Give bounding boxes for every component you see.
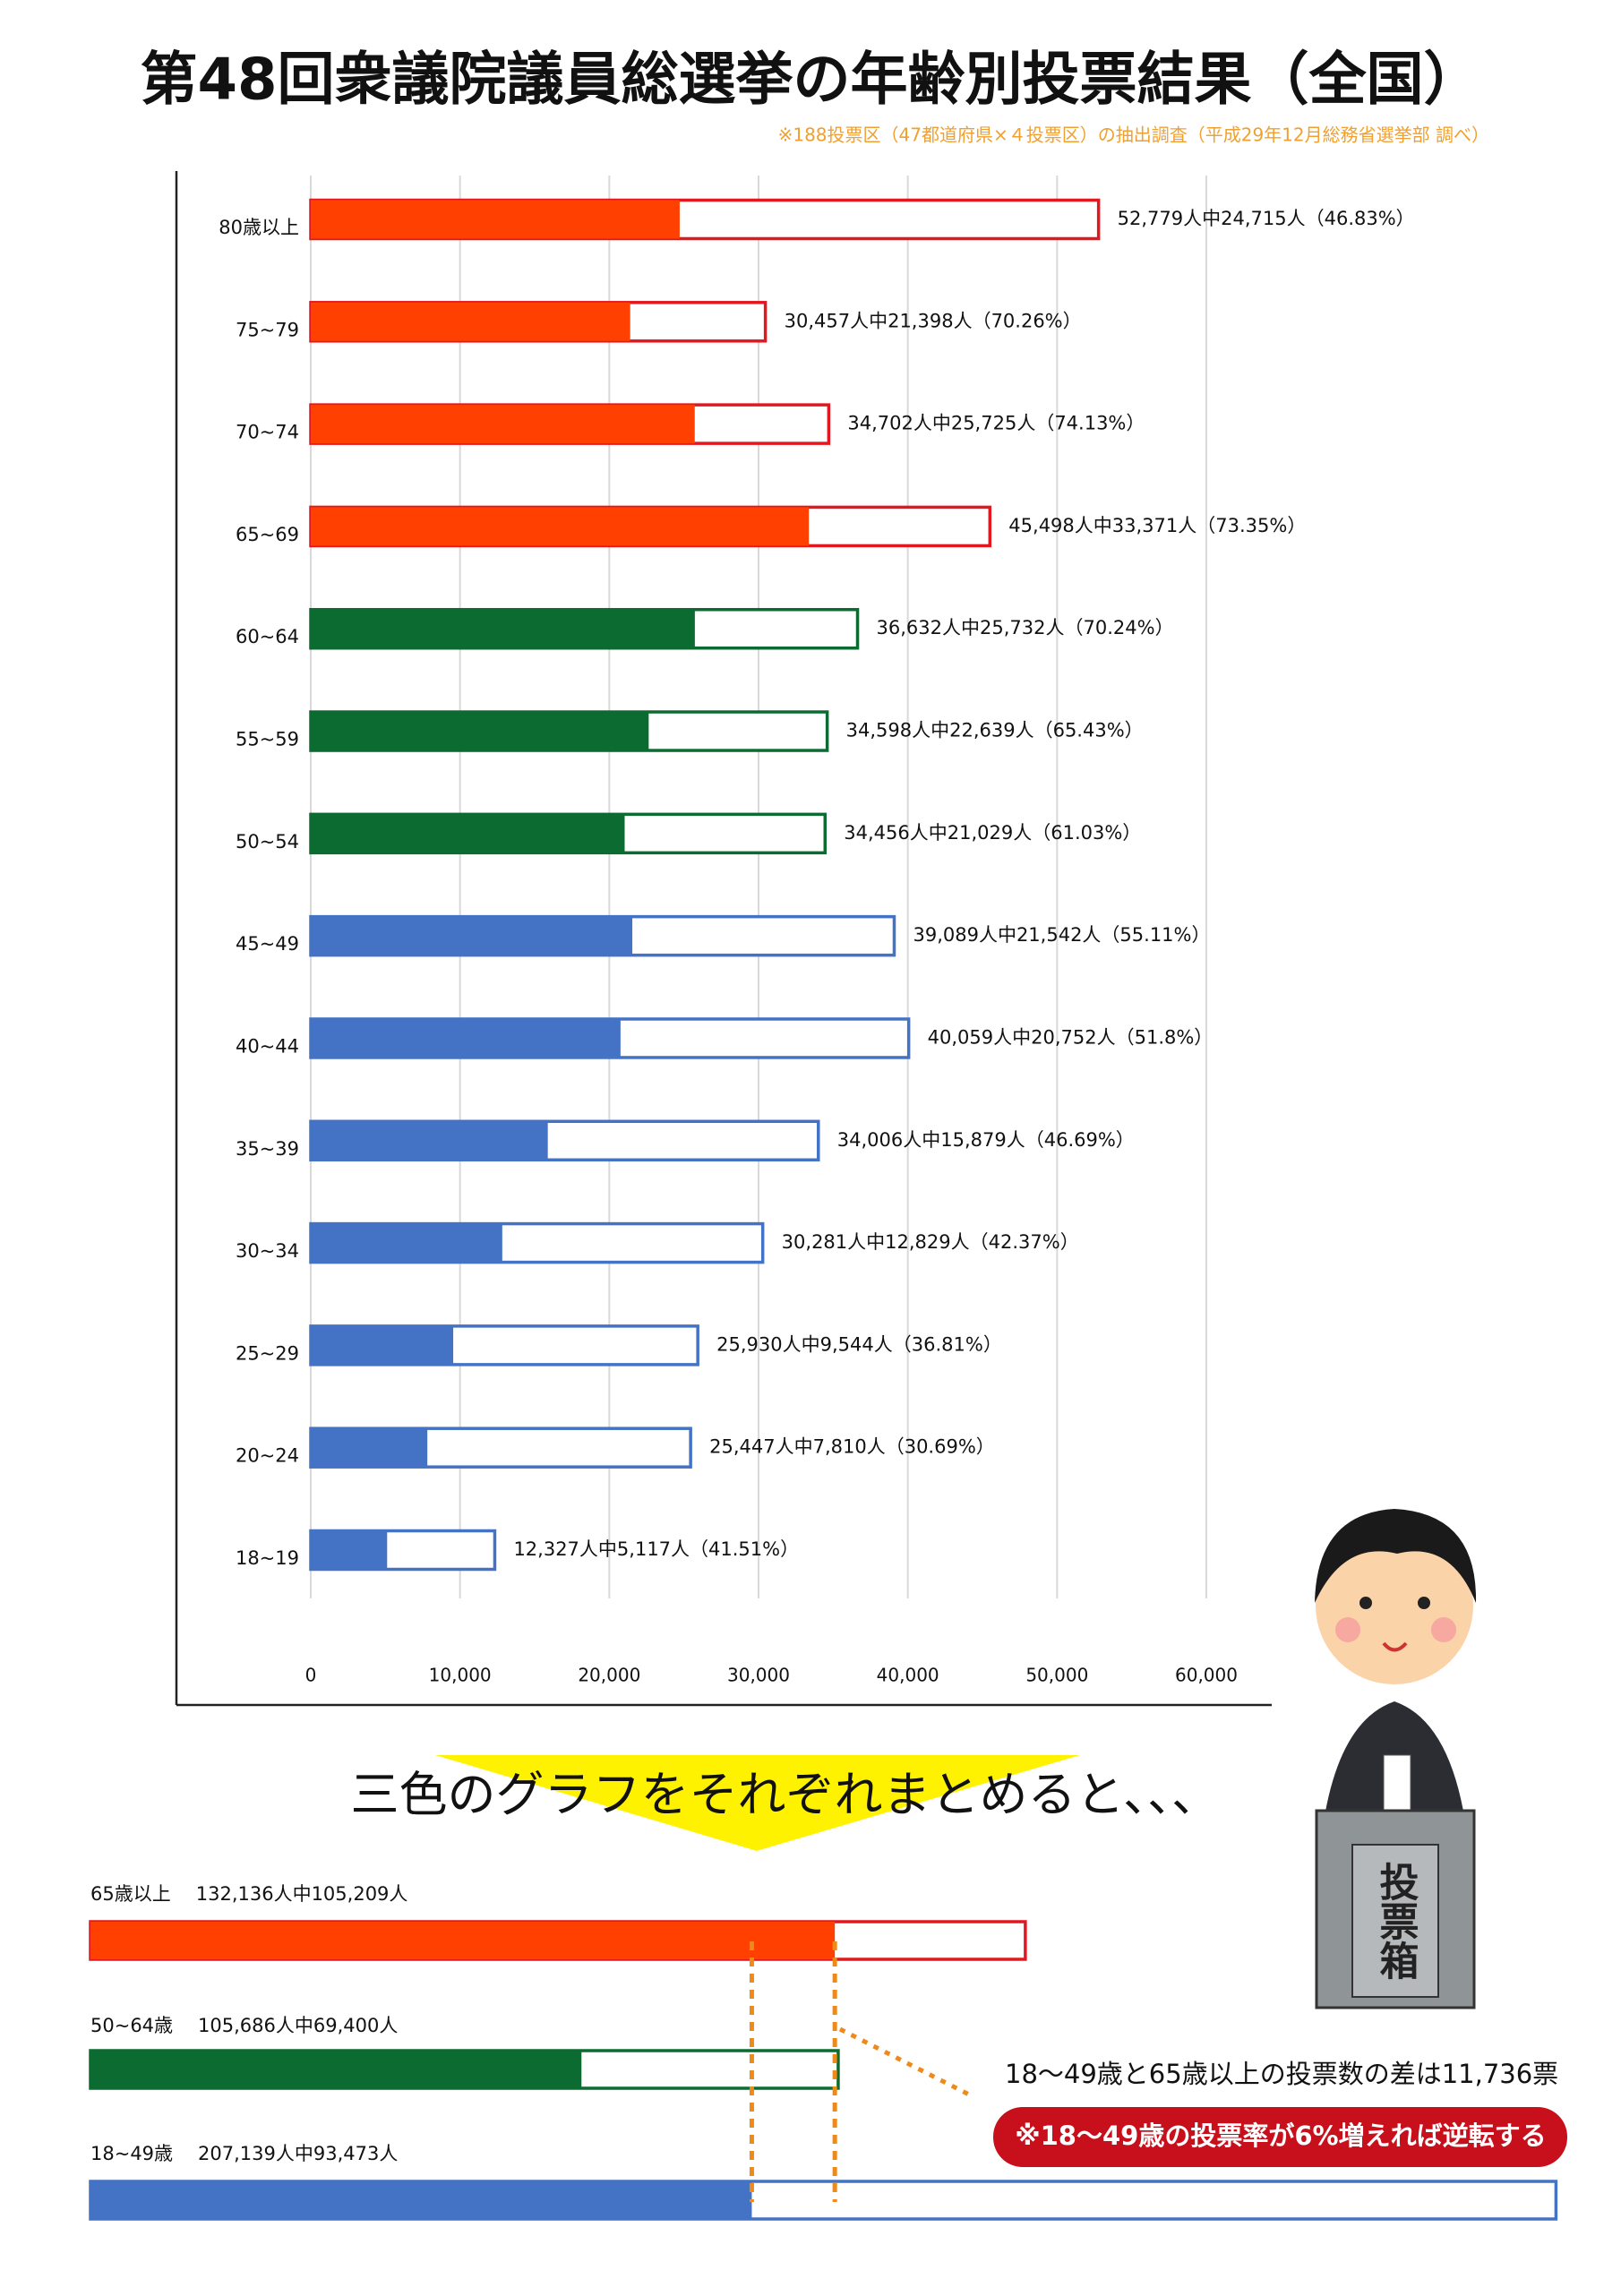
value-label: 25,930人中9,544人（36.81%） — [716, 1333, 1002, 1355]
category-label: 40~44 — [236, 1035, 299, 1057]
category-label: 18~19 — [236, 1547, 299, 1569]
voter-bar — [90, 2181, 752, 2219]
value-label: 132,136人中105,209人 — [196, 1883, 408, 1905]
voter-bar — [311, 405, 695, 444]
category-label: 65~69 — [236, 524, 299, 545]
voter-bar — [311, 609, 695, 648]
category-label: 70~74 — [236, 422, 299, 443]
age-chart: 0 10,000 20,000 30,000 40,000 50,000 60,000 80歳… — [175, 171, 1415, 1707]
x-tick-label: 0 — [305, 1665, 317, 1686]
value-label: 30,281人中12,829人（42.37%） — [782, 1231, 1079, 1253]
x-tick-label: 10,000 — [429, 1665, 492, 1686]
category-label: 55~59 — [236, 729, 299, 750]
voter-bar — [90, 2051, 582, 2088]
value-label: 207,139人中93,473人 — [198, 2143, 398, 2164]
mouth — [1382, 1641, 1408, 1652]
cheek — [1335, 1617, 1360, 1642]
category-label: 30~34 — [236, 1240, 299, 1262]
ballot — [1383, 1754, 1411, 1819]
voter-bar — [311, 712, 649, 751]
box-label-plate — [1351, 1844, 1439, 1998]
category-label: 80歳以上 — [219, 217, 299, 238]
eye — [1359, 1597, 1372, 1609]
cheek — [1431, 1617, 1456, 1642]
face — [1316, 1527, 1473, 1684]
voter-bar — [311, 1428, 428, 1468]
value-label: 45,498人中33,371人（73.35%） — [1008, 515, 1306, 536]
voter-bar — [90, 1922, 836, 1959]
difference-note: 18〜49歳と65歳以上の投票数の差は11,736票 — [1005, 2059, 1558, 2089]
category-label: 20~24 — [236, 1445, 299, 1467]
value-label: 39,089人中21,542人（55.11%） — [913, 924, 1210, 946]
voter-bar — [311, 814, 625, 853]
voter-bar — [311, 1325, 454, 1365]
value-label: 105,686人中69,400人 — [198, 2015, 398, 2036]
voter-bar — [311, 1530, 388, 1570]
value-label: 36,632人中25,732人（70.24%） — [877, 617, 1174, 638]
arrow — [435, 1755, 1080, 1851]
voter-bar — [311, 1121, 548, 1161]
summary-chart: 65歳以上 132,136人中105,209人 50~64歳 105,686人中69,… — [89, 1883, 1558, 2221]
value-label: 52,779人中24,715人（46.83%） — [1118, 208, 1415, 229]
voter-bar — [311, 302, 630, 341]
voter-bar — [311, 916, 633, 955]
voter-bar — [311, 507, 810, 546]
value-label: 12,327人中5,117人（41.51%） — [513, 1538, 799, 1560]
ballot-box-label: 投票箱 — [1373, 1862, 1419, 1980]
voter-bar — [311, 1018, 621, 1058]
value-label: 30,457人中21,398人（70.26%） — [785, 310, 1082, 331]
x-tick-label: 40,000 — [877, 1665, 939, 1686]
hair — [1315, 1509, 1477, 1603]
category-label: 35~39 — [236, 1138, 299, 1160]
value-label: 34,456人中21,029人（61.03%） — [844, 822, 1141, 844]
category-label: 50~64歳 — [90, 2015, 173, 2036]
value-label: 34,702人中25,725人（74.13%） — [847, 413, 1145, 434]
x-tick-label: 50,000 — [1025, 1665, 1088, 1686]
voter-bar — [311, 1223, 502, 1263]
subtitle: ※188投票区（47都道府県×４投票区）の抽出調査（平成29年12月総務省選挙部… — [778, 124, 1489, 146]
summary-heading: 三色のグラフをそれぞれまとめると､､､ — [351, 1767, 1197, 1823]
category-label: 65歳以上 — [90, 1883, 171, 1905]
x-tick-label: 60,000 — [1175, 1665, 1238, 1686]
voter-bar — [311, 200, 680, 239]
x-tick-label: 20,000 — [578, 1665, 640, 1686]
category-label: 45~49 — [236, 933, 299, 955]
value-label: 34,006人中15,879人（46.69%） — [837, 1129, 1135, 1151]
category-label: 18~49歳 — [90, 2143, 173, 2164]
category-label: 50~54 — [236, 831, 299, 852]
title: 第48回衆議院議員総選挙の年齢別投票結果（全国） — [140, 47, 1480, 114]
pointer-line — [838, 2026, 973, 2098]
category-label: 75~79 — [236, 319, 299, 340]
category-label: 25~29 — [236, 1342, 299, 1364]
eye — [1418, 1597, 1430, 1609]
category-label: 60~64 — [236, 626, 299, 647]
callout: ※18〜49歳の投票率が6%増えれば逆転する — [1015, 2120, 1546, 2151]
callout-box — [993, 2107, 1567, 2167]
value-label: 40,059人中20,752人（51.8%） — [928, 1026, 1214, 1048]
x-tick-label: 30,000 — [727, 1665, 790, 1686]
illustration: 投票箱 — [1315, 1509, 1477, 2009]
value-label: 25,447人中7,810人（30.69%） — [709, 1436, 995, 1458]
value-label: 34,598人中22,639人（65.43%） — [846, 720, 1144, 741]
